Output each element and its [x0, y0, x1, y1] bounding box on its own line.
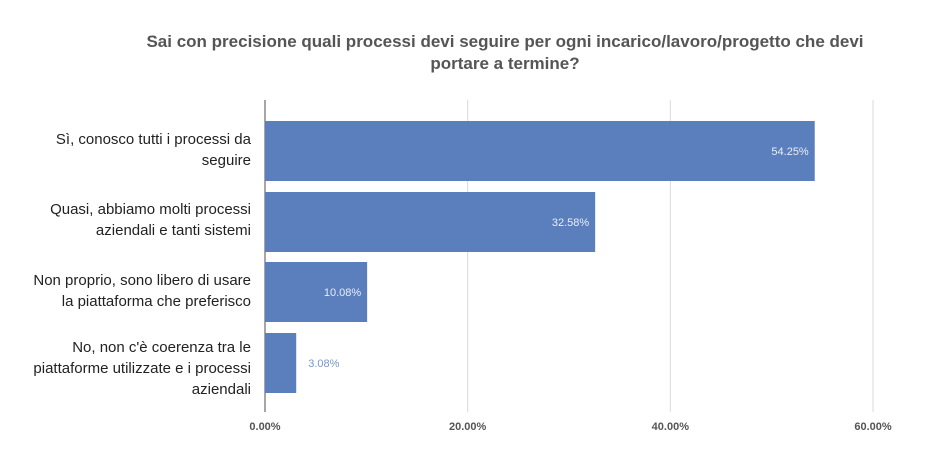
- category-label: Quasi, abbiamo molti processi aziendali …: [50, 201, 251, 239]
- bar: [265, 192, 596, 252]
- bar: [265, 121, 815, 181]
- x-tick-label: 40.00%: [652, 421, 690, 433]
- chart-title-line: Sai con precisione quali processi devi s…: [146, 32, 864, 51]
- bar: [265, 262, 368, 322]
- x-tick-label: 0.00%: [249, 421, 280, 433]
- chart-title-line: portare a termine?: [430, 54, 580, 73]
- category-label: Sì, conosco tutti i processi da seguire: [55, 131, 251, 169]
- x-tick-label: 20.00%: [449, 421, 487, 433]
- bar: [265, 333, 297, 393]
- chart-title: Sai con precisione quali processi devi s…: [110, 31, 900, 75]
- bar-value-label: 10.08%: [324, 287, 362, 299]
- category-label: Non proprio, sono libero di usare la pia…: [33, 272, 251, 310]
- bar-value-label: 32.58%: [552, 217, 590, 229]
- category-label: No, non c'è coerenza tra le piattaforme …: [33, 339, 251, 398]
- x-tick-label: 60.00%: [854, 421, 892, 433]
- bar-value-label: 3.08%: [308, 358, 339, 370]
- bar-value-label: 54.25%: [771, 146, 809, 158]
